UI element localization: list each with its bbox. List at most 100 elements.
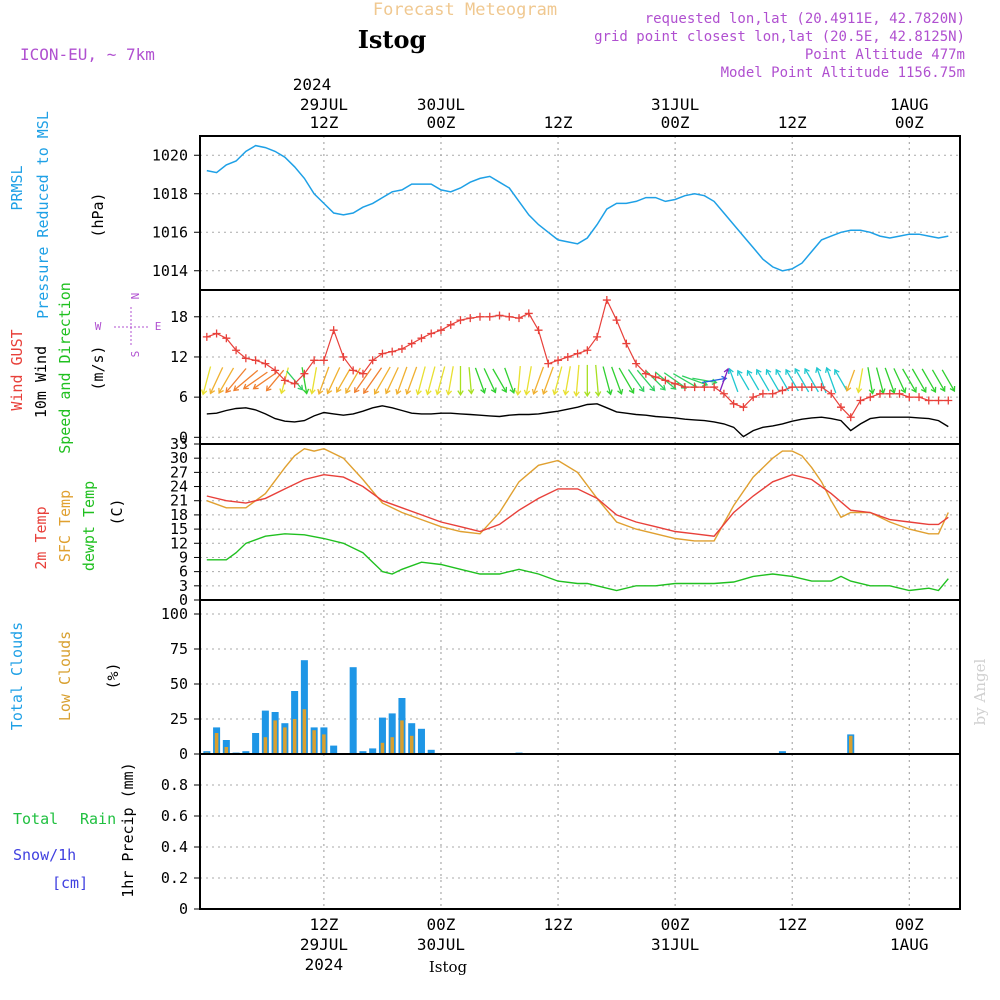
wind-arrow-shaft <box>902 368 917 393</box>
gust-marker <box>534 326 543 335</box>
y-tick-label: 18 <box>170 506 188 524</box>
wind-arrow-head <box>562 389 570 396</box>
total-cloud-bar <box>252 733 260 754</box>
gust-marker <box>407 339 416 348</box>
gust-marker <box>836 403 845 412</box>
gust-line <box>206 298 949 419</box>
top-hour-label: 00Z <box>895 113 924 132</box>
y-tick-label: 0.2 <box>161 869 188 887</box>
wind-arrow-shaft <box>747 370 760 391</box>
bottom-time-label: 29JUL <box>300 935 348 954</box>
wind-arrow-head <box>815 366 822 373</box>
gust-marker <box>700 383 709 392</box>
sfc-temp-label: SFC Temp <box>56 490 74 562</box>
gust-marker <box>749 393 758 402</box>
wind-arrow-shaft <box>301 367 308 394</box>
wind-arrow-shaft <box>374 366 391 395</box>
top-date-label: 1AUG <box>890 95 929 114</box>
wind-arrow-head <box>845 385 852 392</box>
clouds-unit: (%) <box>104 662 122 689</box>
wind-arrow-shaft <box>406 366 418 395</box>
header-title: Forecast Meteogram <box>373 0 557 20</box>
gust-marker <box>544 359 553 368</box>
wind-arrow-shaft <box>618 367 635 394</box>
gust-marker <box>388 347 397 356</box>
gust-marker <box>368 356 377 365</box>
wind-arrow-shaft <box>336 368 351 393</box>
wind-arrow-shaft <box>756 369 770 392</box>
wind-unit: (m/s) <box>89 345 107 390</box>
gust-marker <box>232 346 241 355</box>
top-date-label: 31JUL <box>651 95 699 114</box>
gust-marker <box>339 352 348 361</box>
wind-arrow-head <box>373 388 380 395</box>
wind-arrow-shaft <box>627 369 645 392</box>
bottom-time-label: 00Z <box>895 915 924 934</box>
gust-marker <box>788 383 797 392</box>
wind-speed-line <box>206 403 949 438</box>
y-tick-label: 6 <box>179 563 188 581</box>
top-hour-label: 00Z <box>427 113 456 132</box>
wind-arrow-shaft <box>728 368 739 393</box>
frame-layer: 1014101610181020061218036912151821242730… <box>152 95 961 974</box>
gust-marker <box>349 366 358 375</box>
wind-arrow-shaft <box>575 364 580 396</box>
gust-marker <box>944 396 953 405</box>
wind-arrow-shaft <box>766 369 780 392</box>
wind-arrow-head <box>920 386 927 393</box>
bottom-time-label: 2024 <box>305 955 344 974</box>
low-cloud-bar <box>380 742 385 754</box>
wind-arrow-shaft <box>266 369 285 391</box>
gust-marker <box>417 334 426 343</box>
wind-label: 10m Wind <box>32 346 50 418</box>
y-tick-label: 0 <box>179 591 188 609</box>
wind-arrow-head <box>531 388 538 396</box>
total-cloud-bar <box>261 710 269 754</box>
wind-arrow-head <box>480 387 487 395</box>
wind-arrow-head <box>541 388 548 396</box>
gust-marker <box>300 369 309 378</box>
gust-marker <box>427 329 436 338</box>
wind-arrow-shaft <box>468 367 473 394</box>
low-cloud-bar <box>263 737 268 754</box>
low-cloud-bar <box>848 735 853 754</box>
wind-arrow-head <box>606 389 613 396</box>
gust-marker <box>758 389 767 398</box>
gust-marker <box>915 393 924 402</box>
wind-arrow-shaft <box>436 366 446 395</box>
top-hour-label: 12Z <box>544 113 573 132</box>
wind-arrow-shaft <box>673 373 697 388</box>
total-cloud-bar <box>778 751 786 754</box>
panel-frame <box>199 443 961 601</box>
point-altitude: Point Altitude 477m <box>805 47 965 63</box>
gust-marker <box>905 393 914 402</box>
gust-marker <box>358 369 367 378</box>
wind-arrow-head <box>514 389 522 396</box>
gust-marker <box>554 356 563 365</box>
wind-arrow-head <box>279 388 286 395</box>
temp-2m-label: 2m Temp <box>32 506 50 569</box>
y-tick-label: 33 <box>170 435 188 453</box>
wind-arrow-head <box>242 383 249 390</box>
wind-arrow-head <box>911 386 917 393</box>
gust-marker <box>671 379 680 388</box>
bottom-time-label: 31JUL <box>651 935 699 954</box>
wind-arrow-head <box>594 391 602 398</box>
wind-arrow-shaft <box>804 368 819 393</box>
wind-arrow-head <box>628 387 635 394</box>
wind-arrow-shaft <box>218 367 235 394</box>
gust-marker <box>661 376 670 385</box>
top-hour-label: 12Z <box>778 113 807 132</box>
bottom-time-label: 00Z <box>427 915 456 934</box>
gust-marker <box>876 389 884 398</box>
wind-arrow-head <box>354 387 360 394</box>
panel-frame <box>199 289 961 445</box>
gust-marker <box>797 383 806 392</box>
wind-arrow-shaft <box>692 377 717 384</box>
gust-marker <box>397 344 406 353</box>
wind-arrow-shaft <box>311 367 318 394</box>
total-cloud-bar <box>359 751 367 754</box>
wind-arrow-shaft <box>447 366 454 395</box>
wind-arrow-head <box>824 366 831 373</box>
gust-marker <box>934 396 943 405</box>
